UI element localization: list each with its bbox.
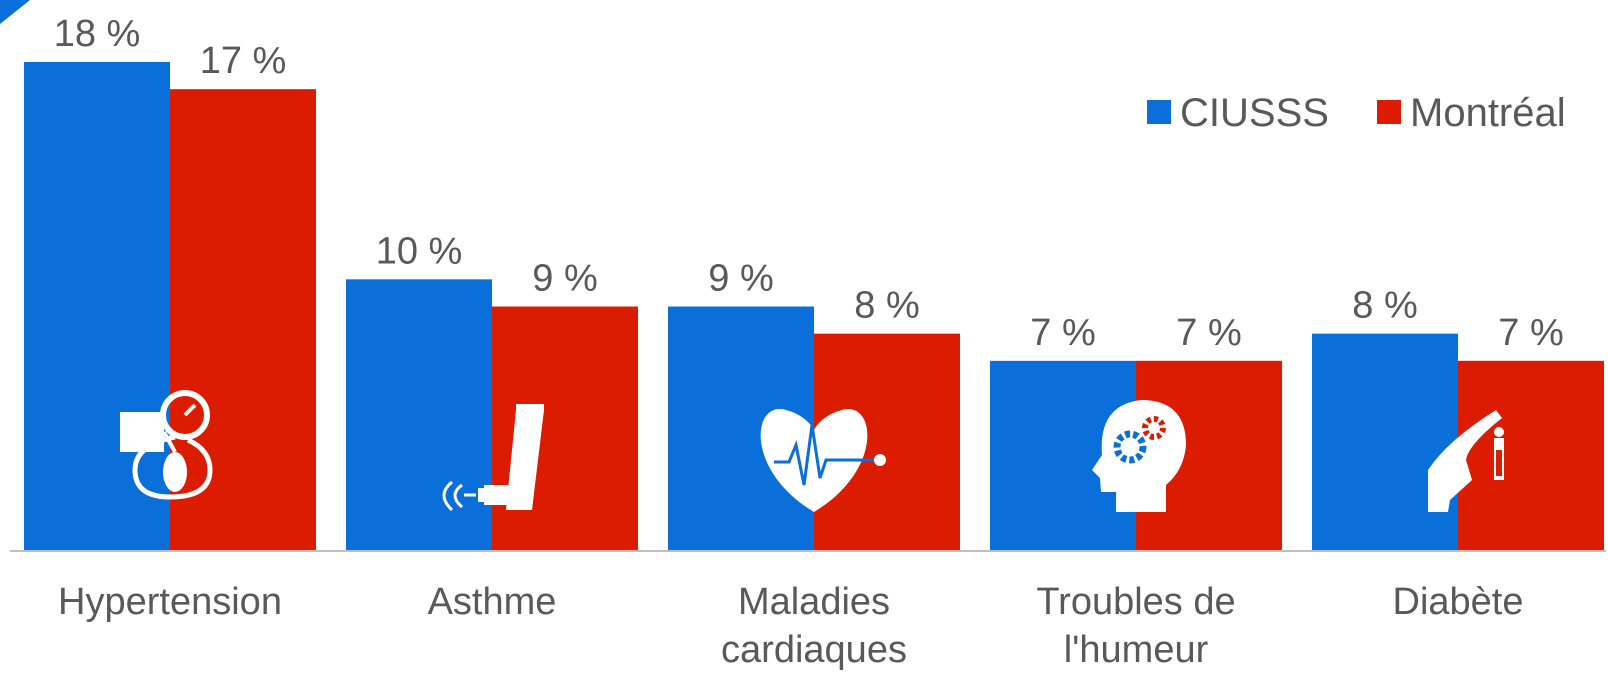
data-label: 9 % [532,258,597,300]
bar-ciusss-1 [346,279,492,551]
category-label: Maladies cardiaques [721,581,907,671]
legend-swatch [1147,100,1171,124]
legend-label: Montréal [1410,91,1566,135]
data-label: 18 % [54,13,141,55]
category-labels-group: Hypertension Asthme Maladies cardiaques Trou… [58,581,1523,671]
category-label: Hypertension [58,581,282,623]
glucose-test-finger-icon [1428,410,1504,512]
heart-ecg-icon [760,409,886,512]
data-label: 8 % [854,285,919,327]
legend: CIUSSS Montréal [1147,91,1566,135]
data-label: 10 % [376,230,463,272]
data-label: 8 % [1352,285,1417,327]
corner-mark [0,0,30,24]
inhaler-icon [442,404,544,512]
data-label: 7 % [1176,312,1241,354]
data-label: 9 % [708,258,773,300]
category-label: Asthme [428,581,557,623]
bar-montral-4 [1458,360,1604,551]
brain-gears-icon [1092,400,1186,512]
bar-montral-0 [170,89,316,552]
blood-pressure-monitor-icon [120,390,213,500]
bar-montral-1 [492,306,638,551]
data-label: 7 % [1498,312,1563,354]
icons-group [120,390,1504,512]
data-label: 17 % [200,40,287,82]
legend-swatch [1377,100,1401,124]
bar-ciusss-0 [24,62,170,551]
bars-group: 18 % 17 % 10 % 9 % 9 % 8 % 7 % 7 % 8 % 7 % [24,13,1604,552]
category-label: Diabète [1393,581,1524,623]
legend-label: CIUSSS [1180,91,1329,135]
bar-ciusss-4 [1312,333,1458,551]
data-label: 7 % [1030,312,1095,354]
category-label: Troubles de l'humeur [1036,581,1235,671]
